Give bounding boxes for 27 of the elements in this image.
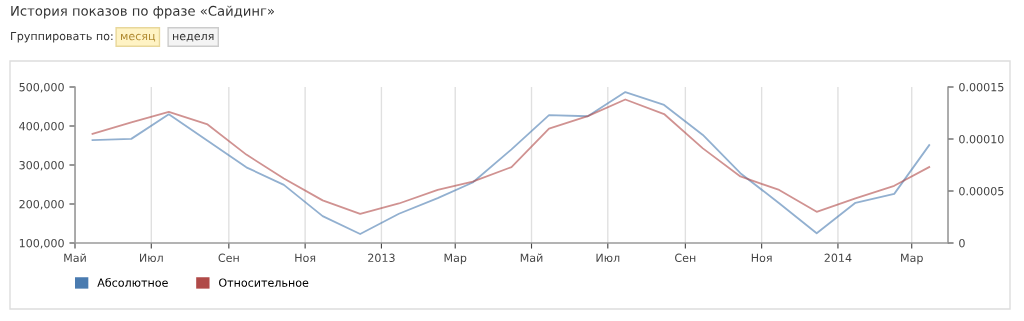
x-tick-label: Сен: [675, 253, 696, 263]
x-tick-label: Мар: [901, 253, 923, 265]
x-tick-label: Ноя: [751, 253, 772, 263]
x-tick-label: Сен: [218, 253, 239, 263]
y2-tick-label: 0: [959, 238, 965, 248]
y2-tick-label: 0.00015: [959, 82, 1004, 92]
x-tick-label: 2014: [824, 253, 852, 263]
x-tick-label: Ноя: [295, 253, 316, 263]
y-tick-label: 200,000: [19, 199, 64, 210]
y2-tick-label: 0.00005: [959, 186, 1004, 196]
text: месяц: [121, 33, 156, 42]
x-tick-label: Май: [64, 253, 86, 263]
legend-label: Относительное: [219, 278, 309, 287]
y-tick-label: 300,000: [19, 160, 64, 171]
y-tick-label: 100,000: [19, 238, 64, 249]
y2-tick-label: 0.00010: [959, 134, 1004, 144]
x-tick-label: Июл: [140, 253, 163, 263]
text: Группировать по:: [11, 31, 113, 43]
x-tick-label: Июл: [596, 253, 620, 263]
x-tick-label: Май: [520, 253, 543, 263]
legend-label: Абсолютное: [97, 278, 168, 287]
y-tick-label: 500,000: [19, 82, 64, 93]
text: неделя: [173, 33, 214, 42]
chart-title: История показов по фразе «Сайдинг»: [11, 5, 274, 19]
y-tick-label: 400,000: [19, 121, 64, 132]
x-tick-label: Мар: [444, 253, 467, 265]
x-tick-label: 2013: [368, 253, 395, 263]
